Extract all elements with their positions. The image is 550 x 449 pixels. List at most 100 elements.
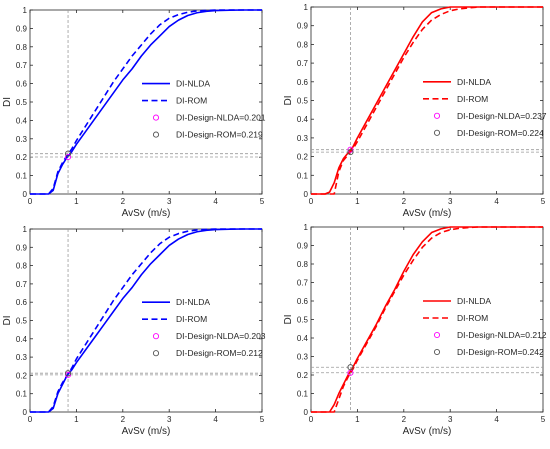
legend-swatch-marker xyxy=(152,131,160,138)
y-tick-label: 1 xyxy=(23,6,28,15)
x-tick-label: 2 xyxy=(402,197,407,206)
x-axis-label: AvSv (m/s) xyxy=(403,426,452,437)
x-tick-label: 2 xyxy=(402,415,407,424)
legend-label: DI-NLDA xyxy=(176,297,210,307)
series-line-rom xyxy=(311,6,543,195)
legend-swatch-marker xyxy=(433,112,441,119)
y-tick-label: 0.8 xyxy=(297,40,309,49)
y-tick-label: 0 xyxy=(304,408,309,417)
legend-label: DI-Design-ROM=0.242 xyxy=(457,347,544,357)
y-tick-label: 0 xyxy=(304,190,309,199)
y-tick-label: 0.7 xyxy=(297,279,309,288)
x-tick-label: 0 xyxy=(309,197,314,206)
x-tick-label: 1 xyxy=(74,415,79,424)
y-tick-label: 0.2 xyxy=(297,153,309,162)
x-tick-label: 4 xyxy=(213,415,218,424)
legend-label: DI-Design-NLDA=0.212 xyxy=(457,330,547,340)
legend-label: DI-Design-NLDA=0.203 xyxy=(176,331,266,341)
x-tick-label: 0 xyxy=(28,197,33,206)
legend-swatch-marker xyxy=(152,350,160,357)
legend: DI-NLDA DI-ROM DI-Design-NLDA=0.203 DI-Desi… xyxy=(142,297,266,358)
y-tick-label: 0.8 xyxy=(16,262,28,271)
x-tick-label: 3 xyxy=(167,415,172,424)
legend-swatch-marker xyxy=(152,114,160,121)
x-tick-label: 1 xyxy=(355,415,360,424)
y-tick-label: 0.2 xyxy=(16,371,28,380)
y-tick-label: 0 xyxy=(23,190,28,199)
chart-panel-1: 0 1 2 3 4 5 0 0.1 0.2 0.3 0.4 0.5 0.6 0.7 0.8 0.9 1 AvSv … xyxy=(2,6,266,219)
x-tick-label: 1 xyxy=(74,197,79,206)
series-line-nlda xyxy=(30,9,262,195)
y-tick-label: 0.2 xyxy=(16,153,28,162)
design-marker-point xyxy=(64,371,72,378)
x-tick-label: 1 xyxy=(355,197,360,206)
legend: DI-NLDA DI-ROM DI-Design-NLDA=0.212 DI-Desi… xyxy=(423,296,547,357)
y-tick-label: 0.5 xyxy=(297,97,309,106)
y-tick-label: 0.6 xyxy=(16,80,28,89)
x-tick-label: 5 xyxy=(260,197,265,206)
design-marker-point xyxy=(64,153,72,161)
series-line-nlda xyxy=(311,226,543,413)
x-tick-label: 3 xyxy=(167,197,172,206)
y-tick-label: 0.9 xyxy=(16,24,28,33)
legend: DI-NLDA DI-ROM DI-Design-NLDA=0.237 DI-Desi… xyxy=(423,77,547,138)
legend-label: DI-ROM xyxy=(457,313,488,323)
plot-area xyxy=(310,6,544,195)
y-tick-label: 0.6 xyxy=(297,297,309,306)
y-tick-label: 0.6 xyxy=(297,78,309,87)
x-tick-label: 0 xyxy=(309,415,314,424)
y-tick-label: 0.7 xyxy=(297,59,309,68)
y-tick-label: 0.7 xyxy=(16,280,28,289)
series-line-nlda xyxy=(30,228,262,413)
design-marker-point xyxy=(347,364,354,371)
legend-label: DI-NLDA xyxy=(457,77,491,87)
x-tick-label: 0 xyxy=(28,415,33,424)
legend-label: DI-Design-ROM=0.212 xyxy=(176,348,263,358)
legend-label: DI-NLDA xyxy=(457,296,491,306)
chart-panel-3: 0 1 2 3 4 5 0 0.1 0.2 0.3 0.4 0.5 0.6 0.7 0.8 0.9 1 AvSv … xyxy=(2,225,266,437)
series-line-rom xyxy=(311,226,543,413)
y-tick-label: 1 xyxy=(23,225,28,234)
legend-label: DI-ROM xyxy=(457,94,488,104)
x-tick-label: 5 xyxy=(541,197,546,206)
x-axis-label: AvSv (m/s) xyxy=(122,208,171,219)
plot-area xyxy=(310,226,544,413)
y-axis-label: DI xyxy=(2,97,13,107)
legend-swatch-marker xyxy=(152,333,160,340)
y-tick-label: 0.3 xyxy=(297,353,309,362)
x-tick-label: 5 xyxy=(260,415,265,424)
y-tick-label: 0.8 xyxy=(297,260,309,269)
legend-label: DI-NLDA xyxy=(176,79,210,89)
legend-label: DI-Design-NLDA=0.237 xyxy=(457,111,547,121)
y-tick-label: 0.1 xyxy=(297,390,309,399)
legend-label: DI-Design-ROM=0.219 xyxy=(176,130,263,140)
y-tick-label: 0.2 xyxy=(297,371,309,380)
chart-panel-2: 0 1 2 3 4 5 0 0.1 0.2 0.3 0.4 0.5 0.6 0.7 0.8 0.9 1 AvSv … xyxy=(283,3,547,219)
x-tick-label: 2 xyxy=(121,415,126,424)
y-axis-label: DI xyxy=(283,315,294,325)
y-tick-label: 0.9 xyxy=(297,22,309,31)
y-tick-label: 1 xyxy=(304,223,309,232)
x-tick-label: 4 xyxy=(213,197,218,206)
series-line-nlda xyxy=(311,6,543,195)
y-tick-label: 0.7 xyxy=(16,61,28,70)
x-tick-label: 3 xyxy=(448,415,453,424)
y-tick-label: 0.1 xyxy=(16,390,28,399)
legend-label: DI-ROM xyxy=(176,96,207,106)
series-line-rom xyxy=(30,9,262,195)
legend-label: DI-Design-NLDA=0.201 xyxy=(176,113,266,123)
y-tick-label: 0.3 xyxy=(16,135,28,144)
legend-label: DI-ROM xyxy=(176,314,207,324)
y-tick-label: 0.4 xyxy=(16,116,28,125)
y-tick-label: 0.8 xyxy=(16,43,28,52)
y-axis-label: DI xyxy=(2,316,13,326)
y-tick-label: 0.6 xyxy=(16,298,28,307)
legend-label: DI-Design-ROM=0.224 xyxy=(457,128,544,138)
chart-panel-4: 0 1 2 3 4 5 0 0.1 0.2 0.3 0.4 0.5 0.6 0.7 0.8 0.9 1 AvSv … xyxy=(283,223,547,437)
design-marker-point xyxy=(64,150,72,157)
y-tick-label: 0.4 xyxy=(297,115,309,124)
x-tick-label: 5 xyxy=(541,415,546,424)
y-tick-label: 1 xyxy=(304,3,309,12)
x-tick-label: 3 xyxy=(448,197,453,206)
legend-swatch-marker xyxy=(433,348,441,356)
